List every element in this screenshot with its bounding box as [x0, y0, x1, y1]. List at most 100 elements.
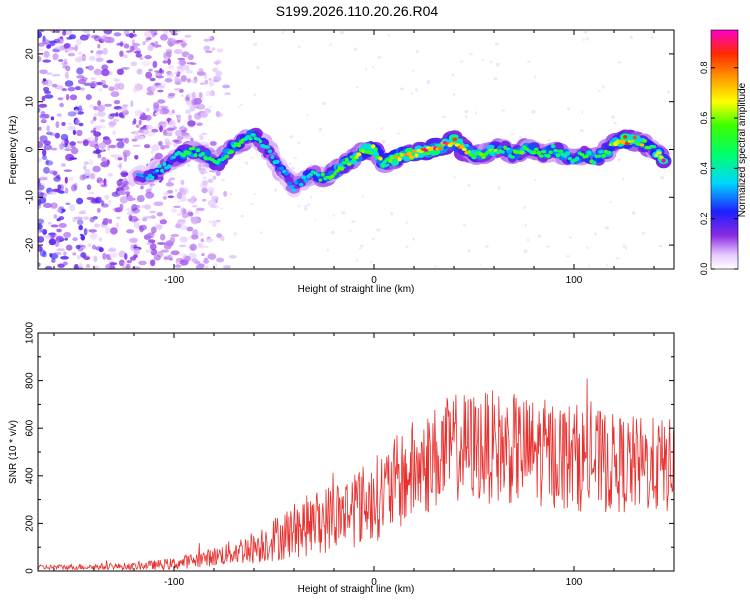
spectrogram-noise-blob	[40, 119, 47, 123]
spectrogram-speckle	[192, 137, 194, 140]
spectrogram-noise-blob	[122, 169, 128, 173]
spectrogram-ridge-core	[548, 150, 553, 154]
spectrogram-noise-blob	[170, 250, 180, 256]
spectrogram-ridge-core	[339, 166, 345, 171]
spectrogram-noise-blob	[110, 91, 120, 98]
spectrogram-noise-blob	[207, 199, 217, 207]
spectrogram-speckle	[493, 77, 498, 81]
spectrogram-noise-blob	[70, 147, 79, 155]
spectrogram-noise-blob	[190, 196, 196, 204]
colorbar-tick-label: 0.2	[699, 212, 709, 225]
spectrogram-noise-blob	[38, 196, 47, 204]
spectrogram-noise-blob	[83, 228, 88, 236]
spectrogram-noise-blob	[116, 164, 122, 168]
spectrogram-noise-blob	[147, 44, 154, 52]
spectrogram-noise-blob	[160, 105, 169, 109]
spectrogram-speckle	[329, 43, 332, 46]
spectrogram-noise-blob	[174, 129, 182, 137]
spectrogram-noise-blob	[48, 238, 57, 246]
spectrogram-speckle	[314, 219, 317, 222]
spectrogram-noise-blob	[110, 227, 118, 235]
spectrogram-noise-blob	[164, 30, 168, 35]
spectrogram-noise-blob	[204, 257, 208, 261]
spectrogram-noise-blob	[176, 191, 183, 200]
spectrogram-speckle	[405, 245, 409, 248]
spectrogram-noise-blob	[166, 72, 174, 78]
spectrogram-noise-blob	[38, 126, 42, 131]
spectrogram-noise-blob	[56, 208, 62, 213]
spectrogram-speckle	[481, 58, 484, 62]
spectrogram-speckle	[494, 42, 499, 46]
spectrogram-noise-blob	[38, 262, 41, 267]
spectrogram-noise-blob	[207, 178, 214, 183]
spectrogram-noise-blob	[129, 256, 137, 261]
spectrogram-noise-blob	[38, 247, 41, 251]
spectrogram-noise-blob	[82, 30, 91, 34]
colorbar-tick-label: 0.4	[699, 162, 709, 175]
spectrogram-ridge-core	[200, 151, 205, 156]
spectrogram-noise-blob	[163, 192, 169, 196]
spectrogram-noise-blob	[140, 185, 144, 190]
spectrogram-noise-blob	[154, 70, 163, 73]
spectrogram-noise-blob	[175, 223, 182, 229]
spectrogram-noise-blob	[151, 84, 157, 92]
spectrogram-noise-blob	[41, 155, 48, 160]
spectrogram-noise-blob	[186, 226, 194, 232]
spectrogram-noise-blob	[48, 191, 57, 196]
spectrogram-noise-blob	[213, 79, 219, 83]
spectrogram-noise-blob	[134, 155, 139, 160]
spectrogram-noise-blob	[134, 109, 144, 117]
spectrogram-noise-blob	[157, 242, 166, 245]
spectrogram-noise-blob	[175, 258, 181, 266]
spectrogram-noise-blob	[166, 51, 172, 58]
spectrogram-noise-blob	[171, 109, 175, 114]
spectrogram-speckle	[282, 30, 284, 35]
spectrogram-speckle	[376, 228, 381, 232]
spectrogram-noise-blob	[187, 120, 196, 127]
spectrogram-ridge-core	[380, 163, 385, 168]
spectrogram-noise-blob	[105, 226, 111, 234]
spectrogram-noise-blob	[86, 184, 92, 191]
spectrogram-noise-blob	[50, 30, 54, 33]
spectrogram-noise-blob	[145, 249, 154, 253]
spectrogram-noise-blob	[142, 41, 146, 46]
spectrogram-ytick-label: 20	[25, 48, 36, 60]
spectrogram-noise-blob	[221, 178, 225, 182]
spectrogram-noise-blob	[127, 195, 134, 202]
spectrogram-ridge-core	[160, 168, 164, 173]
spectrogram-noise-blob	[57, 36, 64, 44]
spectrogram-speckle	[617, 158, 621, 162]
spectrogram-noise-blob	[197, 71, 206, 76]
spectrogram-ridge-core	[452, 137, 458, 142]
spectrogram-noise-blob	[69, 94, 78, 101]
spectrogram-noise-blob	[77, 219, 84, 226]
spectrogram-ridge-core	[519, 150, 525, 155]
spectrogram-noise-blob	[63, 58, 68, 65]
spectrogram-noise-blob	[180, 94, 184, 98]
spectrogram-noise-blob	[139, 56, 144, 60]
spectrogram-ridge-core	[596, 154, 602, 158]
spectrogram-ridge-core	[341, 161, 348, 165]
spectrogram-speckle	[278, 147, 281, 150]
spectrogram-ridge-core	[320, 172, 325, 177]
spectrogram-noise-blob	[62, 65, 67, 69]
spectrogram-noise-blob	[196, 122, 203, 126]
spectrogram-speckle	[177, 200, 181, 203]
spectrogram-noise-blob	[135, 53, 143, 58]
spectrogram-noise-blob	[38, 191, 44, 198]
spectrogram-noise-blob	[166, 127, 175, 131]
spectrogram-ridge-core	[258, 139, 263, 144]
spectrogram-noise-blob	[96, 104, 106, 112]
spectrogram-noise-blob	[134, 135, 142, 140]
spectrogram-noise-blob	[103, 30, 113, 35]
spectrogram-noise-blob	[38, 149, 42, 154]
spectrogram-speckle	[396, 132, 401, 135]
spectrogram-noise-blob	[177, 213, 182, 216]
spectrogram-noise-blob	[56, 239, 60, 246]
spectrogram-noise-blob	[187, 92, 196, 99]
spectrogram-xlabel: Height of straight line (km)	[298, 284, 415, 295]
spectrogram-noise-blob	[144, 30, 152, 38]
spectrogram-speckle	[326, 248, 329, 252]
spectrogram-noise-blob	[187, 212, 194, 216]
